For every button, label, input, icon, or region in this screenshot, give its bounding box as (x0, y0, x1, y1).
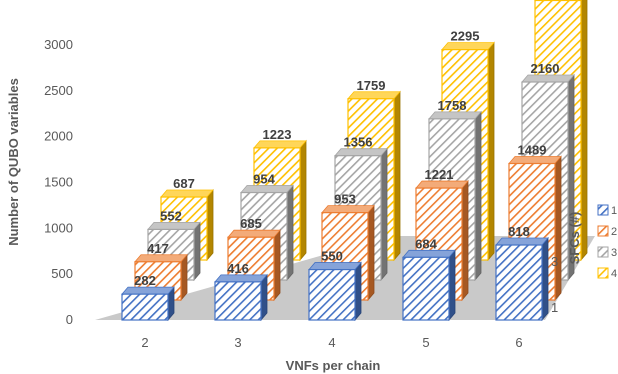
data-label: 417 (147, 241, 169, 256)
data-label: 2160 (531, 61, 560, 76)
legend-label: 4 (611, 268, 617, 280)
legend-item: 2 (597, 225, 617, 238)
x-axis-title: VNFs per chain (286, 358, 381, 373)
x-tick-label: 4 (328, 335, 335, 350)
bar-series-1-cat-6 (495, 236, 549, 322)
legend: 1 2 3 4 (597, 204, 617, 280)
data-label: 1221 (425, 167, 454, 182)
y-tick-label: 0 (66, 312, 73, 327)
y-tick-label: 1500 (44, 175, 73, 190)
y-tick-label: 3000 (44, 37, 73, 52)
depth-axis-ticks: 13 (551, 254, 558, 315)
y-axis-title: Number of QUBO variables (6, 78, 21, 246)
data-label: 1489 (518, 143, 547, 158)
x-tick-label: 3 (234, 335, 241, 350)
legend-swatch (597, 246, 609, 258)
data-label: 552 (160, 208, 182, 223)
legend-item: 4 (597, 267, 617, 280)
legend-label: 3 (611, 247, 617, 259)
bar-series-1-cat-4 (308, 261, 362, 322)
x-tick-label: 2 (141, 335, 148, 350)
bar-series-1-cat-5 (402, 249, 456, 322)
data-label: 282 (134, 273, 156, 288)
bars (121, 0, 588, 322)
data-label: 2295 (451, 29, 480, 44)
depth-axis-title: SFCs (#) (567, 212, 582, 265)
y-tick-label: 500 (51, 266, 73, 281)
data-labels: 6871223175922952831552954135617582160417… (134, 29, 560, 289)
x-tick-label: 5 (422, 335, 429, 350)
depth-tick-label: 1 (551, 300, 558, 315)
y-axis-ticks: 0 500 1000 1500 2000 2500 3000 (44, 37, 73, 327)
x-tick-label: 6 (515, 335, 522, 350)
data-label: 684 (415, 236, 437, 251)
legend-swatch (597, 267, 609, 279)
bar-series-1-cat-2 (121, 286, 175, 322)
y-tick-label: 2500 (44, 83, 73, 98)
data-label: 1223 (263, 127, 292, 142)
bar-series-1-cat-3 (214, 273, 268, 322)
y-tick-label: 1000 (44, 220, 73, 235)
data-label: 685 (240, 216, 262, 231)
data-label: 416 (227, 261, 249, 276)
data-label: 818 (508, 224, 530, 239)
x-axis-ticks: 2 3 4 5 6 (141, 335, 522, 350)
data-label: 1759 (357, 78, 386, 93)
data-label: 1758 (438, 98, 467, 113)
depth-tick-label: 3 (551, 254, 558, 269)
legend-item: 3 (597, 246, 617, 259)
data-label: 1356 (344, 135, 373, 150)
data-label: 953 (334, 192, 356, 207)
data-label: 687 (173, 176, 195, 191)
legend-label: 1 (611, 205, 617, 217)
data-label: 550 (321, 249, 343, 264)
legend-label: 2 (611, 226, 617, 238)
legend-swatch (597, 204, 609, 216)
y-tick-label: 2000 (44, 129, 73, 144)
legend-item: 1 (597, 204, 617, 217)
legend-swatch (597, 225, 609, 237)
data-label: 954 (253, 172, 275, 187)
